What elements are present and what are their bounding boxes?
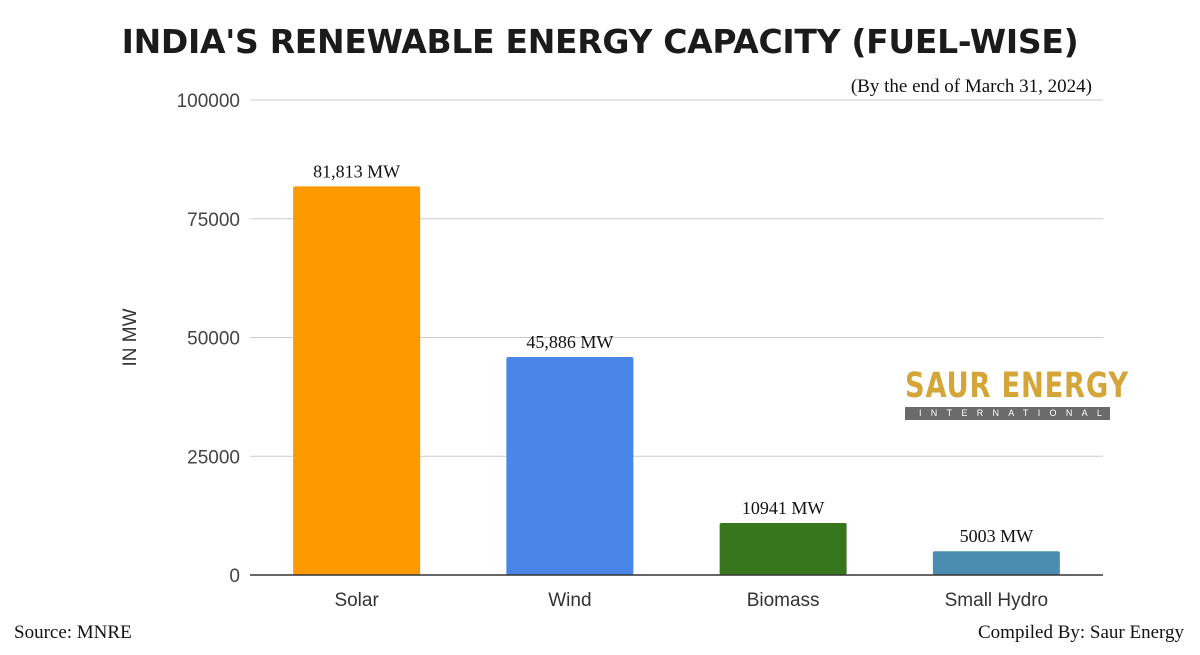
brand-tagline: INTERNATIONAL bbox=[905, 407, 1110, 420]
saur-energy-logo: SAUR ENERGY INTERNATIONAL bbox=[905, 366, 1129, 420]
chart-title: INDIA'S RENEWABLE ENERGY CAPACITY (FUEL-… bbox=[121, 22, 1079, 61]
y-tick-label: 50000 bbox=[187, 329, 240, 350]
data-label: 81,813 MW bbox=[313, 161, 400, 181]
y-tick-label: 0 bbox=[229, 566, 240, 587]
brand-name: SAUR ENERGY bbox=[905, 366, 1129, 406]
compiled-by-note: Compiled By: Saur Energy bbox=[978, 622, 1184, 643]
x-tick-label: Biomass bbox=[747, 590, 820, 611]
bar-wind bbox=[506, 357, 634, 575]
y-tick-label: 75000 bbox=[187, 210, 240, 231]
y-axis-label: IN MW bbox=[120, 308, 141, 366]
y-tick-label: 100000 bbox=[177, 91, 240, 112]
bar-biomass bbox=[719, 523, 847, 575]
source-note: Source: MNRE bbox=[14, 622, 132, 643]
x-tick-label: Small Hydro bbox=[945, 590, 1048, 611]
data-label: 45,886 MW bbox=[526, 332, 613, 352]
x-tick-label: Wind bbox=[548, 590, 591, 611]
bar-small-hydro bbox=[932, 551, 1060, 575]
x-tick-label: Solar bbox=[334, 590, 379, 611]
data-label: 10941 MW bbox=[742, 498, 825, 518]
chart-subtitle: (By the end of March 31, 2024) bbox=[850, 76, 1092, 97]
data-label: 5003 MW bbox=[960, 526, 1034, 546]
bar-solar bbox=[293, 186, 421, 575]
y-tick-label: 25000 bbox=[187, 447, 240, 468]
